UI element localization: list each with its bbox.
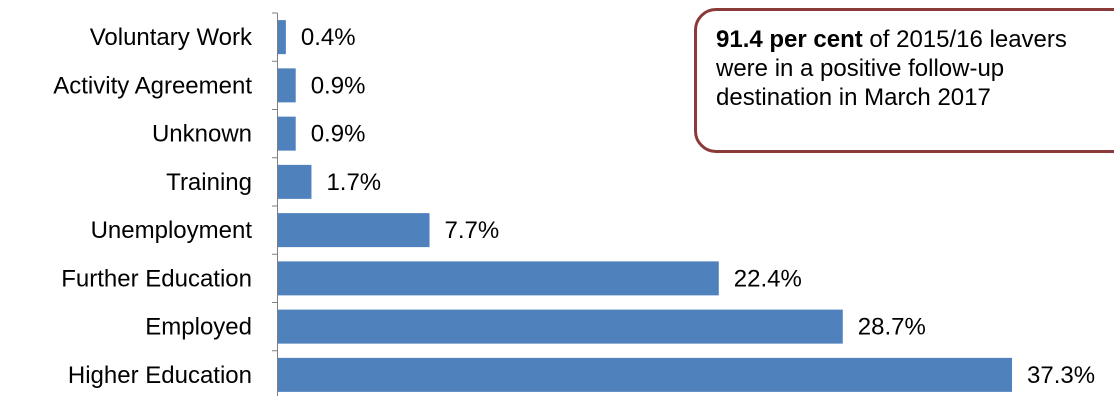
bar-voluntary-work	[278, 20, 286, 55]
category-label: Unemployment	[91, 217, 253, 244]
category-label: Training	[166, 169, 252, 196]
bar-higher-education	[278, 357, 1012, 392]
callout-highlight: 91.4 per cent	[716, 26, 863, 53]
bar-employed	[278, 309, 843, 344]
category-label: Voluntary Work	[90, 24, 253, 51]
bar-activity-agreement	[278, 68, 296, 103]
value-label: 37.3%	[1027, 362, 1095, 389]
category-label: Unknown	[152, 121, 252, 148]
value-label: 28.7%	[858, 314, 926, 341]
value-label: 1.7%	[326, 169, 381, 196]
summary-callout: 91.4 per cent of 2015/16 leavers were in…	[694, 8, 1114, 153]
value-label: 7.7%	[445, 217, 500, 244]
bar-unknown	[278, 116, 296, 151]
value-label: 22.4%	[734, 265, 802, 292]
callout-line-1-text: of 2015/16 leavers	[862, 26, 1067, 53]
callout-line-3: destination in March 2017	[716, 84, 991, 111]
value-label: 0.9%	[311, 121, 366, 148]
value-label: 0.4%	[301, 24, 356, 51]
callout-line-1: 91.4 per cent of 2015/16 leavers	[716, 25, 1114, 54]
category-label: Higher Education	[68, 362, 252, 389]
category-labels: Voluntary Work Activity Agreement Unknown T…	[53, 24, 253, 389]
category-label: Employed	[145, 314, 252, 341]
bar-further-education	[278, 261, 719, 296]
value-labels: 0.4% 0.9% 0.9% 1.7% 7.7% 22.4% 28.7% 37.3%	[301, 24, 1095, 389]
category-axis	[272, 12, 278, 396]
callout-line-2: were in a positive follow-up	[716, 55, 1005, 82]
bar-unemployment	[278, 213, 430, 248]
bar-training	[278, 164, 312, 199]
category-label: Further Education	[61, 265, 252, 292]
value-label: 0.9%	[311, 72, 366, 99]
bars	[278, 20, 1012, 392]
category-label: Activity Agreement	[53, 72, 252, 99]
